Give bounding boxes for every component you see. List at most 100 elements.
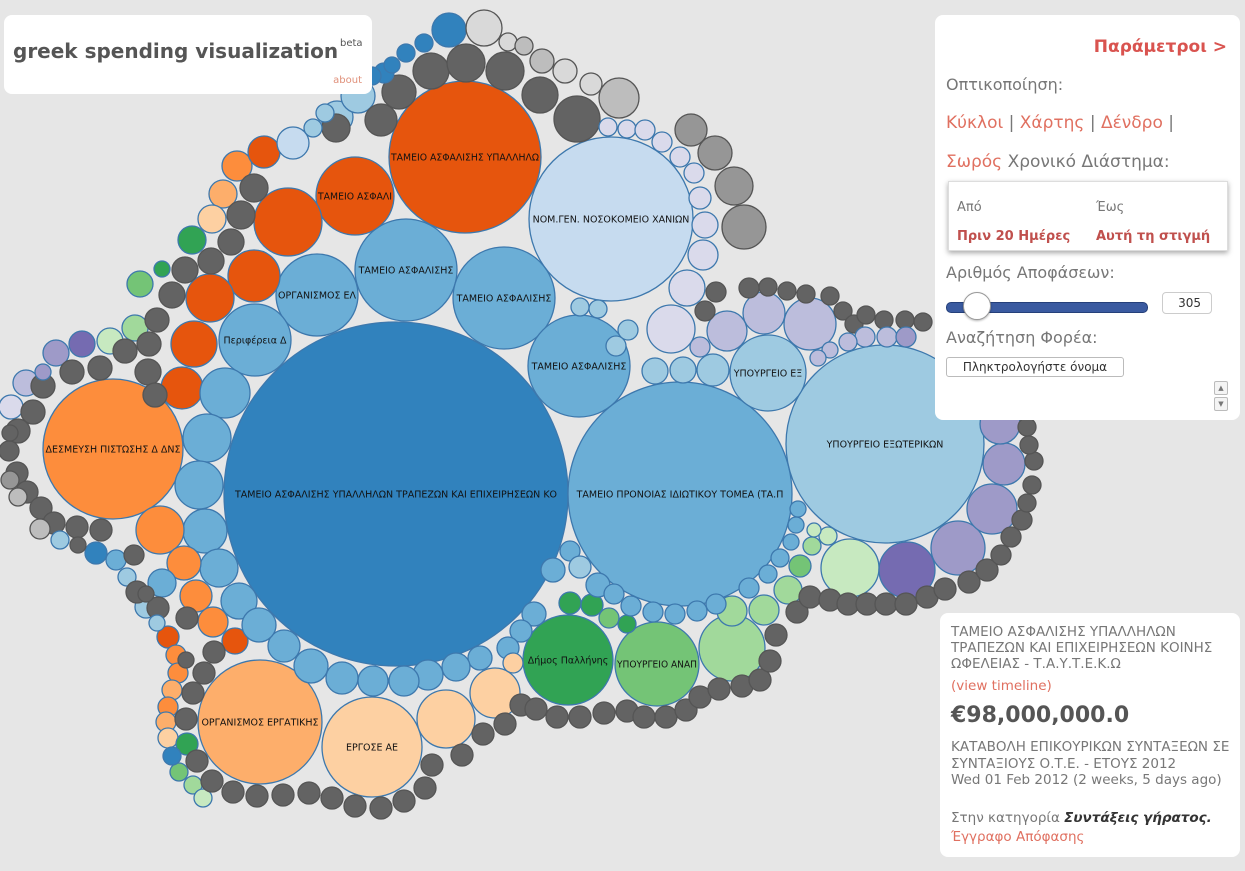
spending-bubble[interactable] — [276, 126, 310, 160]
spending-bubble[interactable] — [84, 541, 108, 565]
spending-bubble[interactable] — [160, 366, 204, 410]
spending-bubble[interactable] — [68, 330, 96, 358]
spending-bubble[interactable] — [134, 358, 162, 386]
spending-bubble[interactable] — [669, 146, 691, 168]
spending-bubble[interactable] — [441, 652, 471, 682]
spending-bubble[interactable] — [632, 705, 656, 729]
spending-bubble[interactable] — [148, 614, 166, 632]
spending-bubble[interactable] — [181, 681, 205, 705]
spending-bubble[interactable] — [226, 200, 256, 230]
spending-bubble[interactable] — [686, 600, 708, 622]
spending-bubble[interactable] — [738, 277, 760, 299]
spending-bubble[interactable] — [177, 651, 195, 669]
spending-bubble[interactable] — [0, 470, 20, 490]
spending-bubble[interactable] — [166, 545, 202, 581]
spending-bubble[interactable] — [485, 51, 525, 91]
spending-bubble[interactable] — [275, 253, 359, 337]
spending-bubble[interactable] — [267, 629, 301, 663]
view-timeline-link[interactable]: (view timeline) — [951, 678, 1052, 694]
spending-bubble[interactable] — [668, 269, 706, 307]
spending-bubble[interactable] — [764, 623, 788, 647]
viz-map-link[interactable]: Χάρτης — [1019, 113, 1085, 133]
spending-bubble[interactable] — [123, 544, 145, 566]
spending-bubble[interactable] — [990, 544, 1012, 566]
spending-bubble[interactable] — [0, 440, 20, 462]
spending-bubble[interactable] — [220, 582, 258, 620]
spending-bubble[interactable] — [413, 776, 437, 800]
spending-bubble[interactable] — [192, 661, 216, 685]
spending-bubble[interactable] — [1019, 435, 1039, 455]
spending-bubble[interactable] — [568, 705, 592, 729]
spending-bubble[interactable] — [729, 334, 807, 412]
spending-bubble[interactable] — [706, 310, 748, 352]
spending-bubble[interactable] — [777, 281, 797, 301]
spending-bubble[interactable] — [588, 299, 608, 319]
spending-bubble[interactable] — [117, 567, 137, 587]
spending-bubble[interactable] — [553, 95, 601, 143]
spending-bubble[interactable] — [177, 225, 207, 255]
spending-bubble[interactable] — [509, 619, 533, 643]
spending-bubble[interactable] — [592, 701, 616, 725]
spending-bubble[interactable] — [245, 784, 269, 808]
spending-bubble[interactable] — [806, 522, 822, 538]
spending-bubble[interactable] — [646, 304, 696, 354]
scroll-up-button[interactable]: ▲ — [1214, 381, 1228, 395]
spending-bubble[interactable] — [59, 359, 85, 385]
spending-bubble[interactable] — [315, 103, 335, 123]
spending-bubble[interactable] — [651, 131, 673, 153]
spending-bubble[interactable] — [758, 277, 778, 297]
spending-bubble[interactable] — [174, 707, 198, 731]
spending-bubble[interactable] — [820, 538, 880, 598]
spending-bubble[interactable] — [396, 43, 416, 63]
spending-bubble[interactable] — [654, 705, 678, 729]
spending-bubble[interactable] — [467, 645, 493, 671]
spending-bubble[interactable] — [158, 281, 186, 309]
spending-bubble[interactable] — [796, 284, 816, 304]
spending-bubble[interactable] — [521, 76, 559, 114]
spending-bubble[interactable] — [493, 712, 517, 736]
spending-bubble[interactable] — [697, 135, 733, 171]
spending-bubble[interactable] — [364, 103, 398, 137]
spending-bubble[interactable] — [381, 74, 417, 110]
spending-bubble[interactable] — [605, 335, 627, 357]
spending-bubble[interactable] — [570, 297, 590, 317]
spending-bubble[interactable] — [691, 211, 719, 239]
spending-bubble[interactable] — [894, 592, 918, 616]
decisions-slider-handle[interactable] — [963, 292, 991, 320]
spending-bubble[interactable] — [431, 12, 467, 48]
spending-bubble[interactable] — [895, 310, 915, 330]
spending-bubble[interactable] — [253, 187, 323, 257]
spending-bubble[interactable] — [1, 424, 19, 442]
spending-bubble[interactable] — [617, 614, 637, 634]
spending-bubble[interactable] — [369, 796, 393, 820]
spending-bubble[interactable] — [354, 218, 458, 322]
spending-bubble[interactable] — [469, 667, 521, 719]
spending-bubble[interactable] — [913, 312, 933, 332]
spending-bubble[interactable] — [664, 603, 686, 625]
spending-bubble[interactable] — [297, 781, 321, 805]
spending-bubble[interactable] — [620, 595, 642, 617]
spending-bubble[interactable] — [182, 413, 232, 463]
spending-bubble[interactable] — [818, 526, 838, 546]
spending-bubble[interactable] — [170, 320, 218, 368]
spending-bubble[interactable] — [0, 394, 24, 420]
spending-bubble[interactable] — [392, 789, 416, 813]
spending-bubble[interactable] — [241, 607, 277, 643]
spending-bubble[interactable] — [325, 661, 359, 695]
spending-bubble[interactable] — [197, 204, 227, 234]
viz-circles-link[interactable]: Κύκλοι — [946, 113, 1004, 133]
spending-bubble[interactable] — [162, 746, 182, 766]
spending-bubble[interactable] — [545, 705, 569, 729]
viz-tree-link[interactable]: Δένδρο — [1100, 113, 1163, 133]
spending-bubble[interactable] — [854, 326, 876, 348]
spending-bubble[interactable] — [1011, 509, 1033, 531]
spending-bubble[interactable] — [239, 173, 269, 203]
spending-bubble[interactable] — [982, 442, 1026, 486]
spending-bubble[interactable] — [144, 307, 170, 333]
spending-bubble[interactable] — [674, 113, 708, 147]
spending-bubble[interactable] — [669, 356, 697, 384]
spending-bubble[interactable] — [821, 341, 839, 359]
spending-bubble[interactable] — [579, 72, 603, 96]
spending-bubble[interactable] — [20, 399, 46, 425]
spending-bubble[interactable] — [87, 355, 113, 381]
